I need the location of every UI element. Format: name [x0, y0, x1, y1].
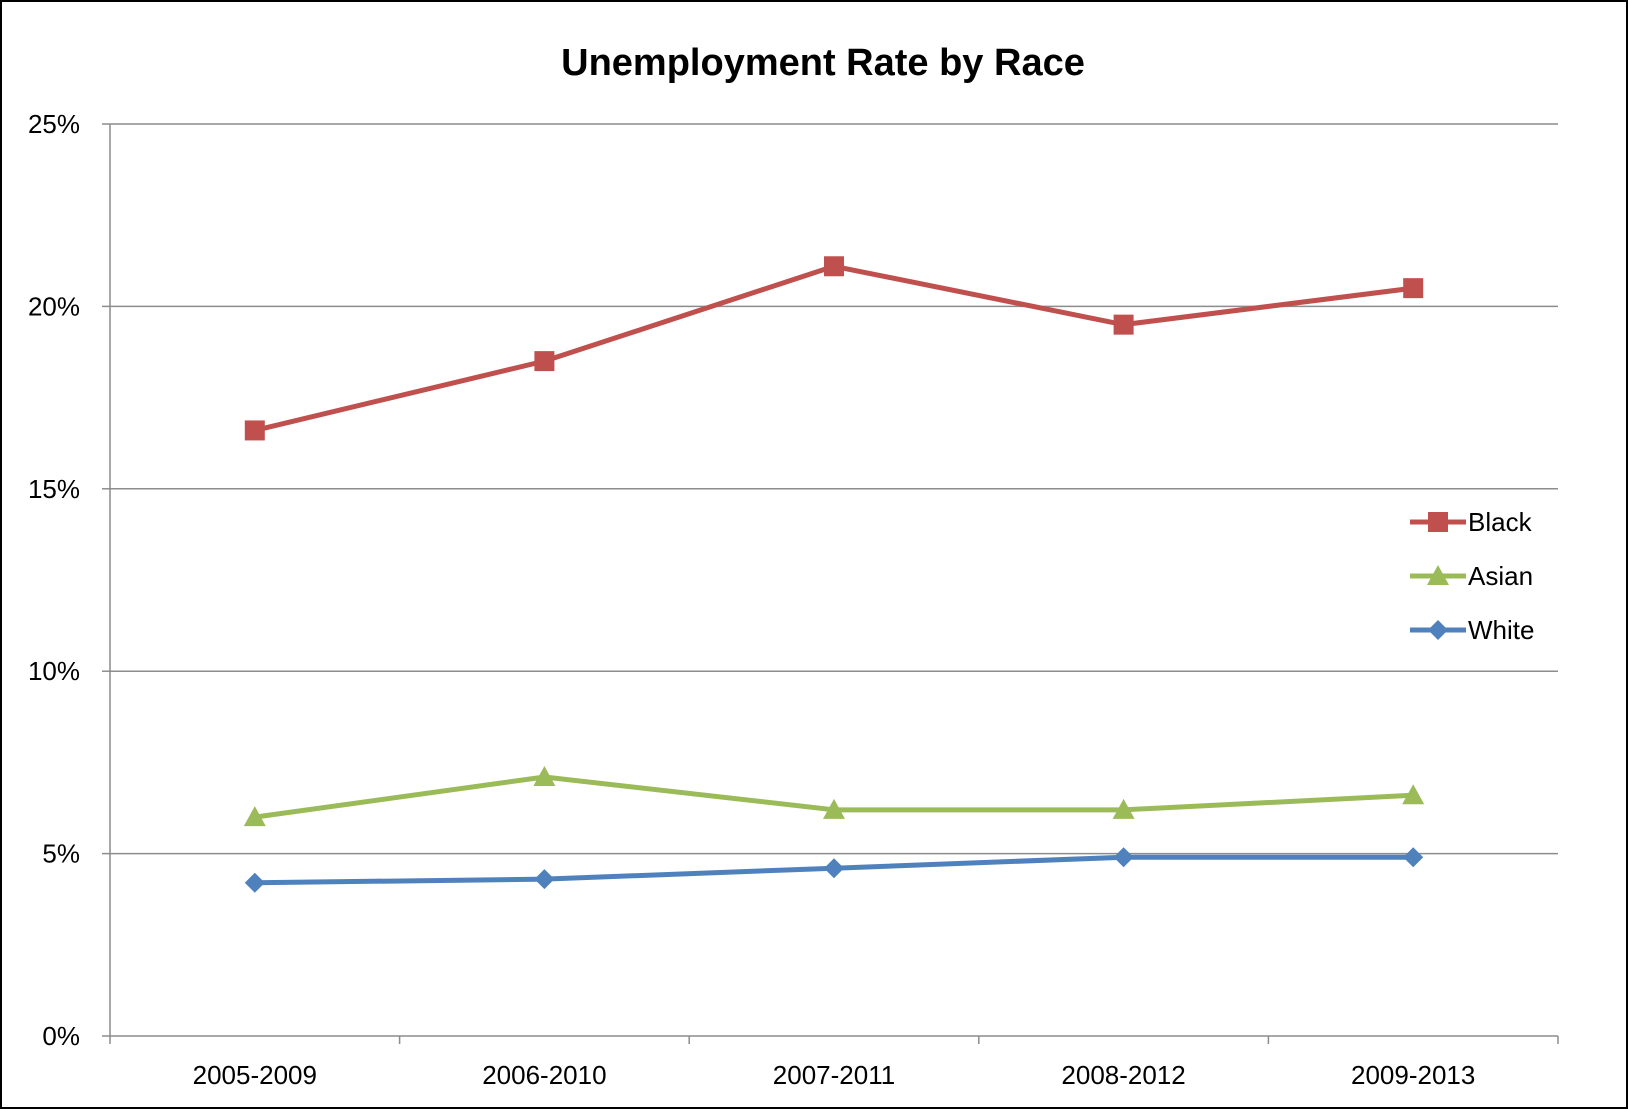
data-point-white [244, 872, 265, 893]
y-axis-ticks: 0% 5% 10% 15% 20% 25% [28, 109, 110, 1051]
data-point-black [1113, 314, 1134, 335]
series-white [244, 847, 1424, 893]
x-tick-label: 2008-2012 [1061, 1060, 1185, 1090]
chart-title: Unemployment Rate by Race [561, 42, 1085, 84]
data-point-asian [1402, 784, 1425, 805]
legend-label-white: White [1468, 615, 1534, 645]
data-point-white [824, 858, 844, 879]
data-point-asian [533, 765, 556, 786]
series-asian [243, 765, 1425, 827]
x-tick-label: 2005-2009 [193, 1060, 317, 1090]
data-point-asian [1112, 798, 1135, 819]
series-black [244, 256, 1424, 441]
data-point-white [1113, 847, 1134, 868]
legend-label-asian: Asian [1468, 561, 1533, 591]
series-lines [243, 256, 1425, 893]
data-point-black [244, 420, 265, 441]
legend: Black Asian White [1410, 507, 1534, 645]
data-point-black [824, 256, 844, 277]
axes [109, 124, 1558, 1037]
y-tick-label: 15% [28, 474, 80, 504]
data-point-white [534, 869, 555, 890]
legend-label-black: Black [1468, 507, 1533, 537]
data-point-asian [243, 806, 266, 827]
data-point-white [1403, 847, 1424, 868]
y-tick-label: 25% [28, 109, 80, 139]
data-point-asian [823, 798, 845, 819]
x-tick-label: 2007-2011 [773, 1060, 895, 1090]
x-tick-label: 2006-2010 [482, 1060, 606, 1090]
y-tick-label: 5% [42, 839, 80, 869]
y-tick-label: 0% [42, 1021, 80, 1051]
y-tick-label: 10% [28, 656, 80, 686]
legend-marker-black [1428, 512, 1448, 532]
legend-marker-white [1428, 620, 1448, 640]
x-tick-label: 2009-2013 [1351, 1060, 1475, 1090]
data-point-black [534, 351, 555, 372]
legend-item-asian: Asian [1410, 561, 1533, 591]
y-tick-label: 20% [28, 291, 80, 321]
data-point-black [1403, 278, 1424, 299]
legend-item-white: White [1410, 615, 1534, 645]
gridlines [110, 123, 1558, 855]
legend-item-black: Black [1410, 507, 1533, 537]
x-axis-ticks: 2005-2009 2006-2010 2007-2011 2008-2012 2009… [109, 1036, 1559, 1090]
legend-marker-asian [1427, 565, 1449, 585]
